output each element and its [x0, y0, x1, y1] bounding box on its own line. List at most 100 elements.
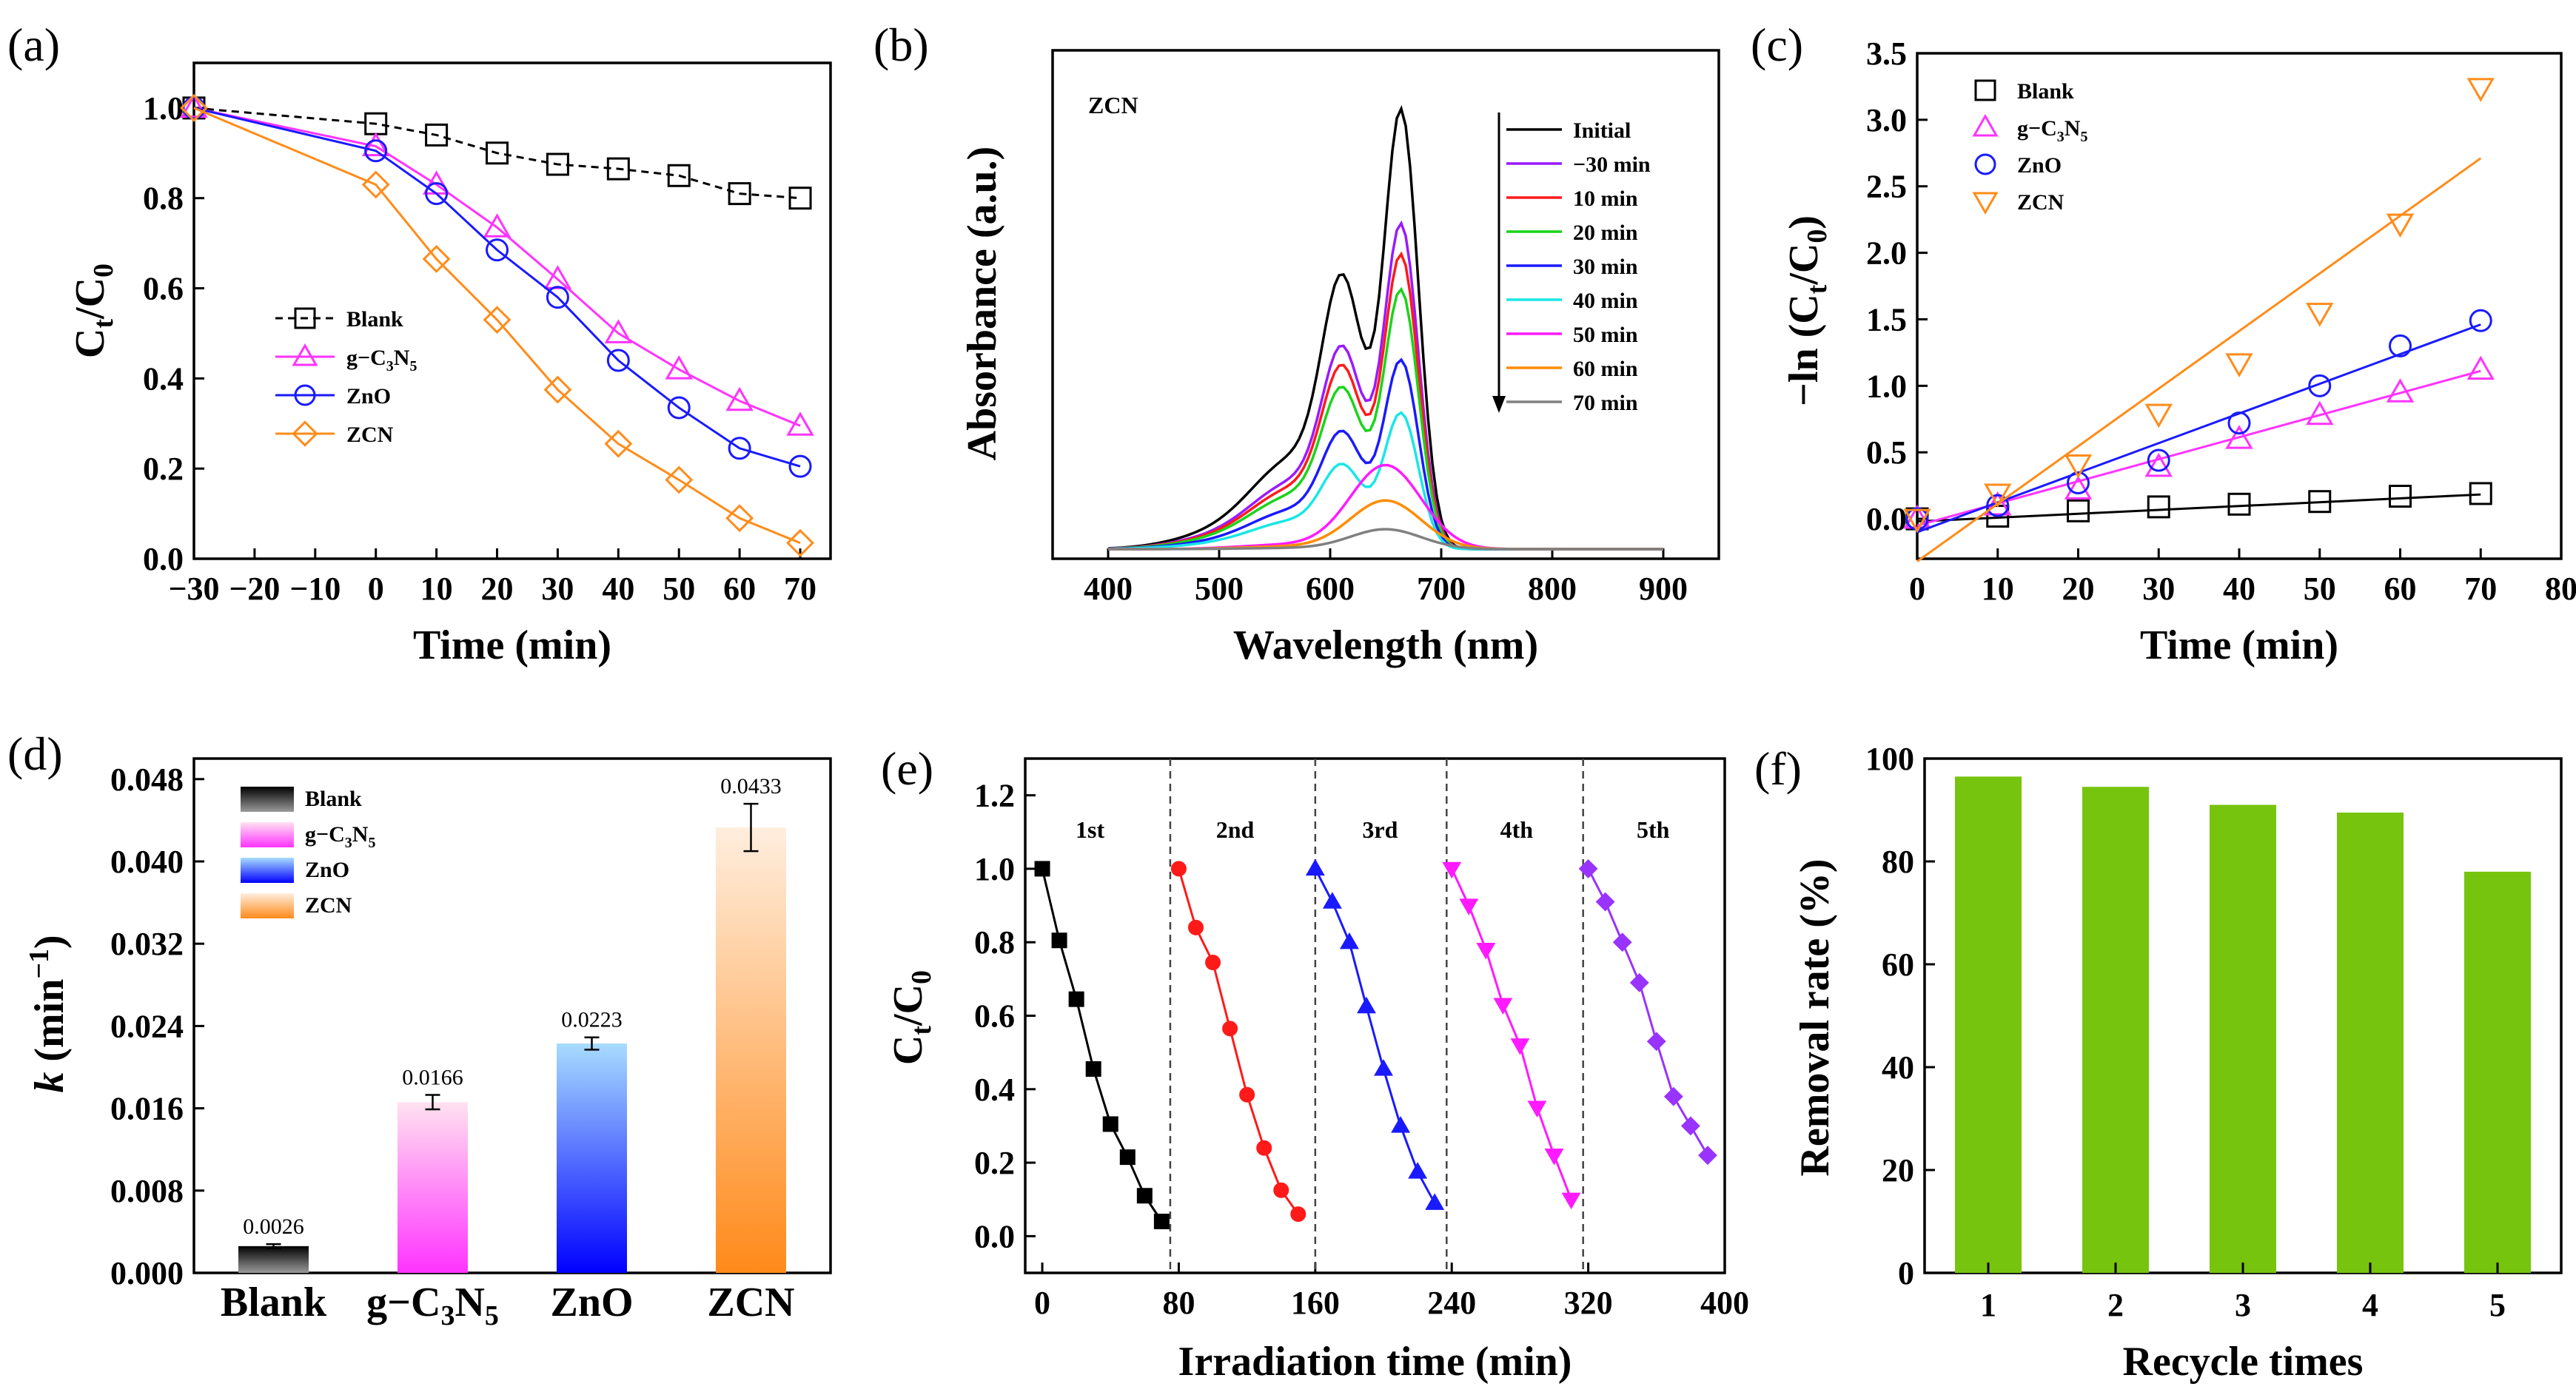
text-span: −ln (C — [1781, 294, 1827, 406]
panel-label: (d) — [7, 727, 63, 780]
cycle-point-1 — [1273, 1182, 1289, 1198]
text-span: 3 — [345, 835, 352, 851]
fit-line-ZCN — [1916, 157, 2482, 562]
y-tick-label: 0.024 — [110, 1008, 184, 1044]
x-tick-label: 60 — [723, 571, 756, 607]
legend-swatch — [241, 893, 294, 918]
y-tick-label: 20 — [1882, 1152, 1914, 1189]
x-tick-label: 70 — [784, 571, 816, 607]
text-span: 3 — [2057, 129, 2065, 145]
data-point-g-C3N5 — [604, 319, 633, 343]
data-point-g-C3N5 — [2144, 452, 2173, 477]
cycle-label: 5th — [1637, 816, 1670, 843]
x-tick-label: 700 — [1417, 571, 1466, 607]
cycle-point-0 — [1051, 932, 1067, 949]
text-span: t — [906, 1026, 937, 1035]
text-span: N — [352, 822, 369, 847]
cycle-point-2 — [1322, 892, 1342, 909]
arrow-head — [1492, 396, 1506, 413]
text-span: k — [27, 1072, 73, 1093]
legend-label: Blank — [2017, 79, 2074, 104]
data-point-Blank — [2469, 482, 2492, 505]
fit-line-g-C3N5 — [1916, 369, 2481, 527]
x-tick-label: 4 — [2362, 1287, 2378, 1323]
x-tick-label: 900 — [1639, 571, 1688, 607]
data-point-ZnO — [2308, 374, 2332, 397]
cycle-label: 2nd — [1216, 816, 1255, 843]
cycle-point-1 — [1187, 919, 1204, 935]
y-tick-label: 0.6 — [143, 271, 184, 307]
cycle-point-3 — [1544, 1148, 1564, 1166]
y-tick-label: 0.5 — [1866, 434, 1907, 471]
panel-label: (b) — [873, 19, 929, 71]
data-point-g-C3N5 — [543, 265, 572, 289]
data-point-ZnO — [606, 349, 630, 372]
data-point-Blank — [2067, 499, 2090, 522]
data-point-g-C3N5 — [180, 93, 208, 118]
cycle-point-3 — [1510, 1038, 1530, 1055]
cycle-point-3 — [1527, 1100, 1547, 1117]
text-span: t — [88, 319, 119, 329]
data-point-ZnO — [182, 96, 206, 120]
y-tick-label: 0 — [1898, 1255, 1914, 1291]
legend-label: ZCN — [2017, 190, 2065, 215]
data-point-ZCN — [786, 528, 814, 557]
panel-label: (e) — [881, 742, 933, 795]
data-point-Blank — [606, 157, 630, 181]
y-tick-label: 0.2 — [143, 451, 184, 487]
legend-label: Initial — [1573, 118, 1631, 143]
x-tick-label: 60 — [2384, 571, 2417, 607]
data-point-Blank — [486, 141, 509, 165]
x-tick-label: 50 — [663, 571, 695, 607]
data-point-Blank — [425, 123, 449, 147]
panel-b: 400 500 600 700 800 900 Initial −30 min 10 min 20… — [873, 19, 1720, 668]
bar-2 — [557, 1043, 627, 1273]
data-point-ZCN — [2225, 353, 2253, 377]
cycle-point-2 — [1357, 996, 1376, 1014]
text-span: t — [1802, 284, 1833, 294]
legend-label: −30 min — [1573, 152, 1651, 177]
cycle-point-0 — [1068, 991, 1084, 1007]
text-span: −1 — [24, 949, 55, 979]
y-tick-label: 2.5 — [1866, 169, 1907, 205]
x-category-label: Blank — [221, 1280, 327, 1325]
panel-label: (f) — [1754, 742, 1802, 795]
x-tick-label: 160 — [1291, 1285, 1340, 1321]
series-line-ZnO — [193, 107, 801, 468]
cycle-point-3 — [1493, 998, 1513, 1015]
data-point-Blank — [2227, 492, 2251, 516]
cycle-label: 1st — [1076, 816, 1104, 843]
cycle-line-4 — [1587, 868, 1709, 1156]
cycle-point-4 — [1663, 1086, 1683, 1106]
legend-label: g−C3N5 — [2017, 116, 2087, 145]
legend-marker — [292, 343, 318, 366]
x-tick-label: 5 — [2489, 1287, 2506, 1323]
text-span: C — [885, 1035, 931, 1065]
bar-2 — [2210, 804, 2276, 1273]
y-tick-label: 0.0 — [143, 541, 184, 577]
data-point-Blank — [667, 164, 691, 187]
cycle-point-2 — [1305, 858, 1325, 876]
y-tick-label: 1.5 — [1866, 301, 1907, 337]
panel-d: 0.000 0.008 0.016 0.024 0.032 0.040 0.048 0.002… — [7, 727, 832, 1331]
legend-label: 20 min — [1573, 221, 1638, 245]
data-point-ZnO — [2389, 334, 2412, 357]
panel-label: (c) — [1751, 19, 1803, 71]
plot-frame — [1916, 52, 2563, 560]
plot-frame — [1051, 49, 1720, 560]
cycle-point-1 — [1256, 1140, 1272, 1156]
text-span: ) — [27, 935, 73, 949]
series-line-Blank — [193, 107, 801, 200]
y-tick-label: 0.032 — [110, 926, 184, 962]
data-point-Blank — [546, 152, 569, 176]
panel-label: (a) — [7, 19, 60, 71]
cycle-line-3 — [1450, 868, 1572, 1200]
legend-swatch — [241, 822, 294, 847]
data-point-Blank — [2147, 495, 2170, 519]
data-point-g-C3N5 — [725, 386, 754, 411]
text-span: 5 — [2080, 129, 2087, 145]
legend-label: g−C3N5 — [305, 822, 375, 851]
x-category-label: g−C3N5 — [366, 1280, 499, 1331]
legend-label: ZCN — [346, 423, 394, 447]
cycle-point-2 — [1339, 932, 1359, 949]
